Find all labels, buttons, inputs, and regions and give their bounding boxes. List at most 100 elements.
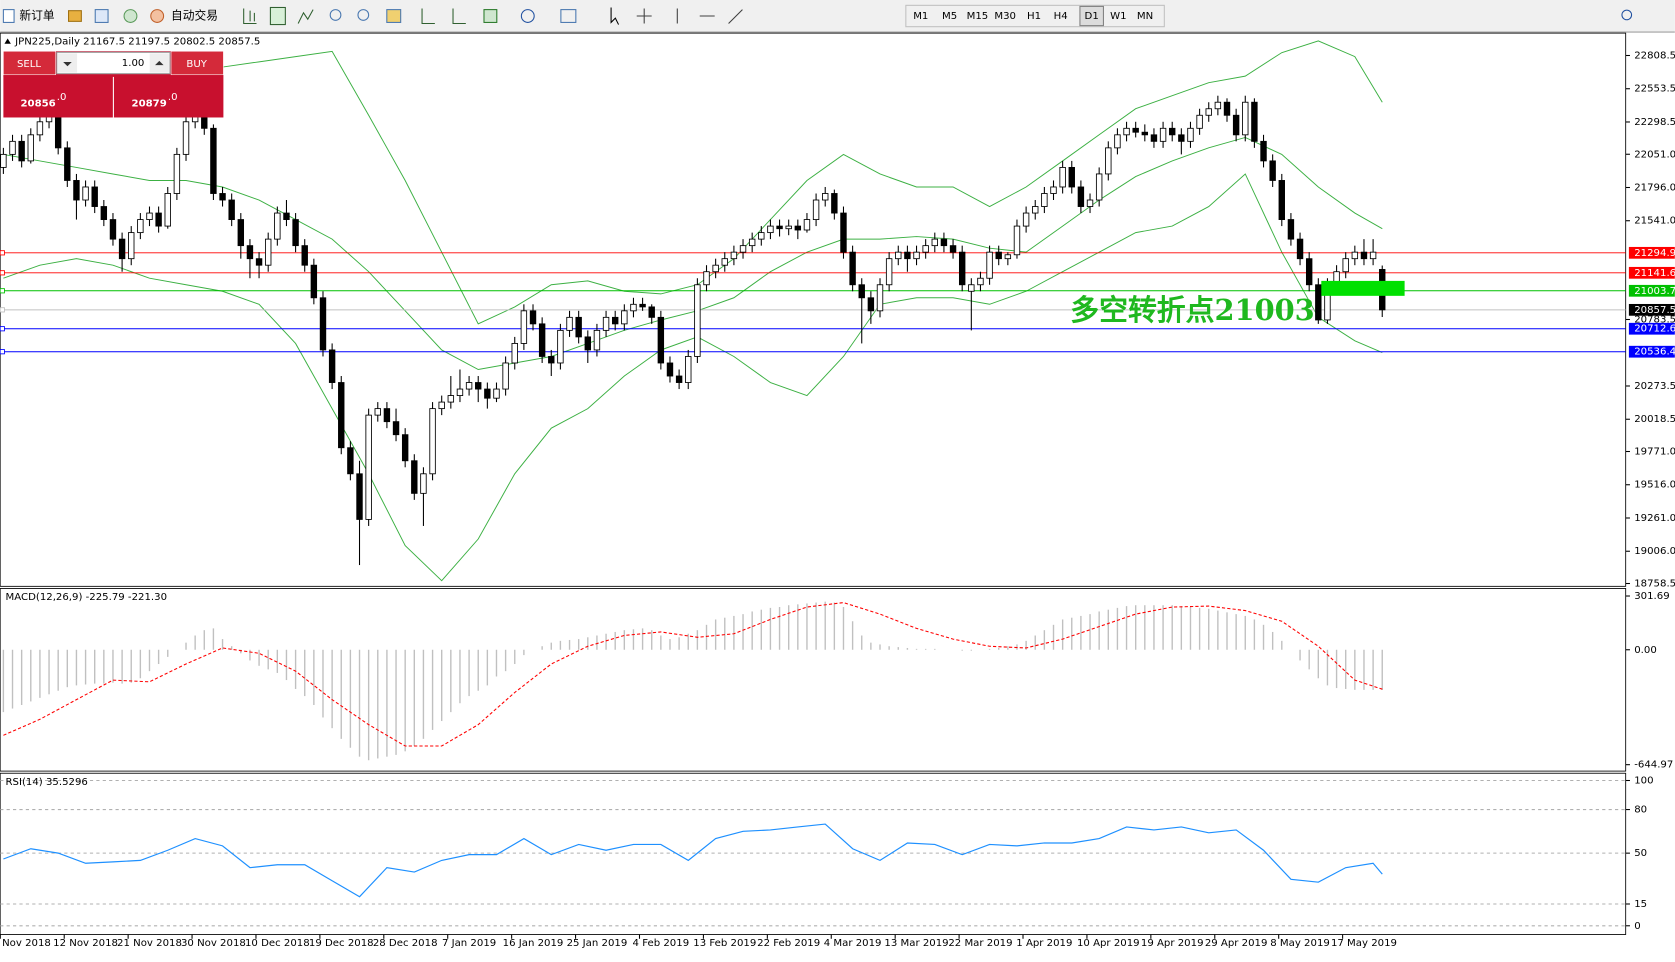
candle-body: [438, 401, 445, 410]
bar-chart-btn[interactable]: [243, 8, 257, 25]
tile-btn[interactable]: [386, 9, 402, 23]
level-handle: [0, 270, 5, 276]
candle-body: [36, 121, 44, 136]
candle-body: [1360, 251, 1368, 260]
shift-btn[interactable]: [421, 8, 466, 25]
candle-body: [1305, 258, 1313, 286]
timeframe-button[interactable]: H4: [1054, 11, 1068, 22]
candle-body: [648, 306, 655, 318]
candle-body: [703, 271, 710, 286]
candle-body: [822, 193, 829, 201]
icon[interactable]: [94, 9, 109, 23]
x-tick-label: 29 Apr 2019: [1205, 938, 1268, 949]
new-order-icon[interactable]: [2, 9, 15, 23]
candle-body: [995, 251, 1002, 260]
candle-body: [1342, 258, 1349, 273]
candle-body: [1187, 127, 1194, 142]
sell-label[interactable]: SELL: [17, 59, 41, 70]
candle-body: [164, 193, 171, 227]
candle-body: [1351, 251, 1359, 260]
zoom-out-btn[interactable]: [357, 9, 370, 21]
volume-value[interactable]: 1.00: [122, 58, 145, 69]
templates-btn[interactable]: [560, 9, 577, 23]
active-timeframe: [1079, 5, 1104, 27]
level-label-bg: [1628, 246, 1675, 259]
candle-body: [694, 284, 701, 357]
y-tick-label: 22553.5: [1634, 84, 1675, 95]
x-tick-label: 4 Mar 2019: [824, 938, 882, 949]
candle-body: [1004, 254, 1012, 260]
timeframe-button[interactable]: M30: [994, 11, 1016, 22]
line-chart-btn[interactable]: [297, 9, 314, 24]
price-header: JPN225,Daily 21167.5 21197.5 20802.5 208…: [14, 37, 260, 48]
toolbar: [0, 0, 1675, 33]
timeframe-button[interactable]: H1: [1027, 11, 1041, 22]
timeframe-button[interactable]: D1: [1085, 11, 1099, 22]
timeframe-button[interactable]: MN: [1137, 11, 1153, 22]
x-tick-label: 30 Nov 2018: [181, 938, 246, 949]
candle-body: [91, 186, 98, 207]
candle-body: [246, 245, 254, 260]
sell-button[interactable]: [3, 50, 56, 76]
x-tick-label: 17 May 2019: [1331, 938, 1397, 949]
y-tick-label: 50: [1634, 848, 1647, 859]
buy-button[interactable]: [170, 50, 224, 76]
x-tick-label: 7 Jan 2019: [442, 938, 496, 949]
candle-body: [128, 232, 135, 260]
timeframe-button[interactable]: W1: [1110, 11, 1126, 22]
icon[interactable]: [68, 10, 82, 22]
x-tick-label: 16 Jan 2019: [503, 938, 564, 949]
candle-body: [557, 329, 564, 364]
candle-chart-btn[interactable]: [269, 6, 286, 26]
candle-body: [18, 140, 25, 162]
volume-box[interactable]: [56, 51, 171, 75]
candle-body: [484, 388, 491, 399]
buy-label[interactable]: BUY: [186, 59, 207, 70]
candle-body: [1059, 166, 1066, 188]
draw-tools[interactable]: [636, 8, 743, 24]
level-label: 20536.4: [1634, 347, 1675, 358]
indicators-btn[interactable]: [483, 9, 498, 23]
ask-fraction: .0: [168, 92, 178, 103]
timeframe-bar: [905, 4, 1165, 28]
y-tick-label: 80: [1634, 805, 1647, 816]
icon[interactable]: [123, 9, 138, 23]
highlight-zone: [1321, 280, 1405, 296]
timeframe-button[interactable]: M5: [942, 11, 957, 22]
candle-body: [420, 473, 427, 494]
candle-body: [1260, 140, 1267, 162]
y-tick-label: 19261.0: [1634, 513, 1675, 524]
candle-body: [621, 310, 628, 325]
collapse-arrow: [4, 38, 11, 44]
zoom-in-btn[interactable]: [329, 9, 342, 21]
candle-body: [475, 382, 482, 390]
new-order-button[interactable]: 新订单: [19, 9, 54, 23]
candle-body: [1114, 134, 1121, 149]
candle-body: [1132, 127, 1139, 133]
candle-body: [630, 303, 637, 312]
timeframe-button[interactable]: M15: [967, 11, 989, 22]
auto-trading-icon[interactable]: [150, 9, 165, 23]
candle-body: [310, 264, 318, 299]
x-tick-label: 4 Feb 2019: [633, 938, 690, 949]
candle-body: [73, 180, 80, 201]
auto-trading-button[interactable]: 自动交易: [171, 9, 218, 23]
candle-body: [840, 212, 847, 253]
candle-body: [593, 329, 601, 351]
candle-body: [328, 349, 336, 383]
timeframe-button[interactable]: M1: [913, 11, 928, 22]
y-tick-label: 22298.5: [1634, 117, 1675, 128]
ask-price: 20879: [132, 99, 167, 110]
periods-btn[interactable]: [520, 9, 535, 23]
candle-body: [173, 153, 181, 194]
y-tick-label: 19771.0: [1634, 447, 1675, 458]
cursor-btn[interactable]: [610, 7, 620, 25]
candle-body: [913, 251, 920, 260]
search-icon[interactable]: [1621, 9, 1633, 21]
candle-body: [319, 297, 327, 351]
y-tick-label: 22808.5: [1634, 50, 1675, 61]
candle-body: [1223, 101, 1231, 116]
candle-body: [118, 238, 126, 260]
y-tick-label: 22051.0: [1634, 149, 1675, 160]
